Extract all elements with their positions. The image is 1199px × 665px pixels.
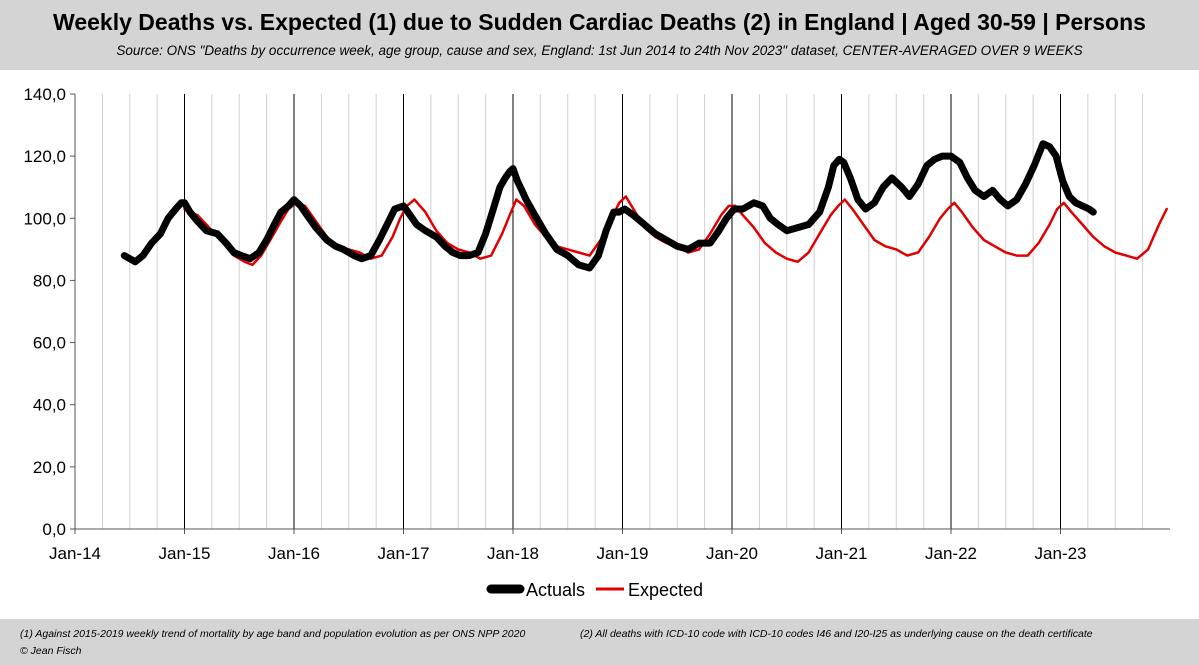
footnote-1: (1) Against 2015-2019 weekly trend of mo… xyxy=(20,628,526,640)
y-axis-ticks: 0,0 20,0 40,0 60,0 80,0 100,0 120,0 140,0 xyxy=(23,85,75,539)
footnote-2: (2) All deaths with ICD-10 code with ICD… xyxy=(580,628,1093,640)
footer-band: (1) Against 2015-2019 weekly trend of mo… xyxy=(0,619,1199,665)
x-tick-label: Jan-22 xyxy=(925,544,977,563)
x-tick-label: Jan-20 xyxy=(706,544,758,563)
y-tick-label: 120,0 xyxy=(23,147,66,166)
legend-expected-label: Expected xyxy=(628,580,703,600)
series-layer xyxy=(120,140,1168,272)
x-tick-label: Jan-16 xyxy=(268,544,320,563)
y-tick-label: 40,0 xyxy=(33,396,66,415)
series-expected-line xyxy=(183,195,1168,267)
legend[interactable]: Actuals Expected xyxy=(486,580,703,600)
x-tick-label: Jan-23 xyxy=(1035,544,1087,563)
y-tick-label: 140,0 xyxy=(23,85,66,104)
y-tick-label: 20,0 xyxy=(33,458,66,477)
legend-actuals-label: Actuals xyxy=(526,580,585,600)
x-tick-label: Jan-21 xyxy=(816,544,868,563)
x-tick-label: Jan-14 xyxy=(49,544,101,563)
series-actuals-line xyxy=(120,140,1097,272)
y-tick-label: 80,0 xyxy=(33,271,66,290)
x-tick-label: Jan-17 xyxy=(378,544,430,563)
x-tick-label: Jan-15 xyxy=(159,544,211,563)
chart-title: Weekly Deaths vs. Expected (1) due to Su… xyxy=(53,9,1146,35)
header-band: Weekly Deaths vs. Expected (1) due to Su… xyxy=(0,0,1199,70)
y-tick-label: 0,0 xyxy=(42,520,66,539)
y-tick-label: 100,0 xyxy=(23,209,66,228)
x-tick-label: Jan-18 xyxy=(487,544,539,563)
major-gridlines xyxy=(184,94,1061,529)
x-axis-ticks: Jan-14 Jan-15 Jan-16 Jan-17 Jan-18 Jan-19 Jan-… xyxy=(49,529,1086,563)
chart-subtitle: Source: ONS "Deaths by occurrence week, … xyxy=(116,43,1083,58)
x-tick-label: Jan-19 xyxy=(597,544,649,563)
line-chart: 0,0 20,0 40,0 60,0 80,0 100,0 120,0 140,0 Jan-1… xyxy=(23,85,1170,600)
author-credit: © Jean Fisch xyxy=(20,645,82,657)
minor-gridlines xyxy=(101,94,1144,529)
y-tick-label: 60,0 xyxy=(33,334,66,353)
